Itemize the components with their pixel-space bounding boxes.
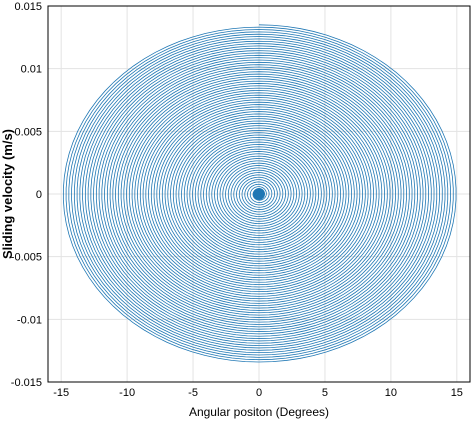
spiral-center-point: [253, 188, 265, 200]
y-tick-label: -0.005: [11, 252, 42, 264]
y-tick-label: 0.005: [14, 126, 42, 138]
plot-frame: [47, 5, 471, 383]
spiral-line: [62, 24, 457, 363]
x-tick-label: 5: [322, 387, 328, 399]
y-tick-label: 0.015: [14, 1, 42, 13]
spiral-series: [62, 24, 457, 363]
x-tick-label: 15: [451, 387, 463, 399]
y-tick-label: 0.01: [21, 64, 42, 76]
x-axis-ticks: -15 -10 -5 0 5 10 15: [53, 387, 463, 399]
x-axis-label: Angular positon (Degrees): [189, 405, 329, 419]
x-tick-label: -10: [119, 387, 135, 399]
y-tick-label: -0.01: [17, 314, 42, 326]
y-tick-label: -0.015: [11, 377, 42, 389]
x-tick-label: -15: [53, 387, 69, 399]
y-tick-label: 0: [36, 189, 42, 201]
y-axis-ticks: 0.015 0.01 0.005 0 -0.005 -0.01 -0.015: [11, 1, 42, 389]
y-axis-label: Sliding velocity (m/s): [0, 129, 15, 259]
x-tick-label: 10: [385, 387, 397, 399]
x-tick-label: 0: [256, 387, 262, 399]
x-tick-label: -5: [188, 387, 198, 399]
